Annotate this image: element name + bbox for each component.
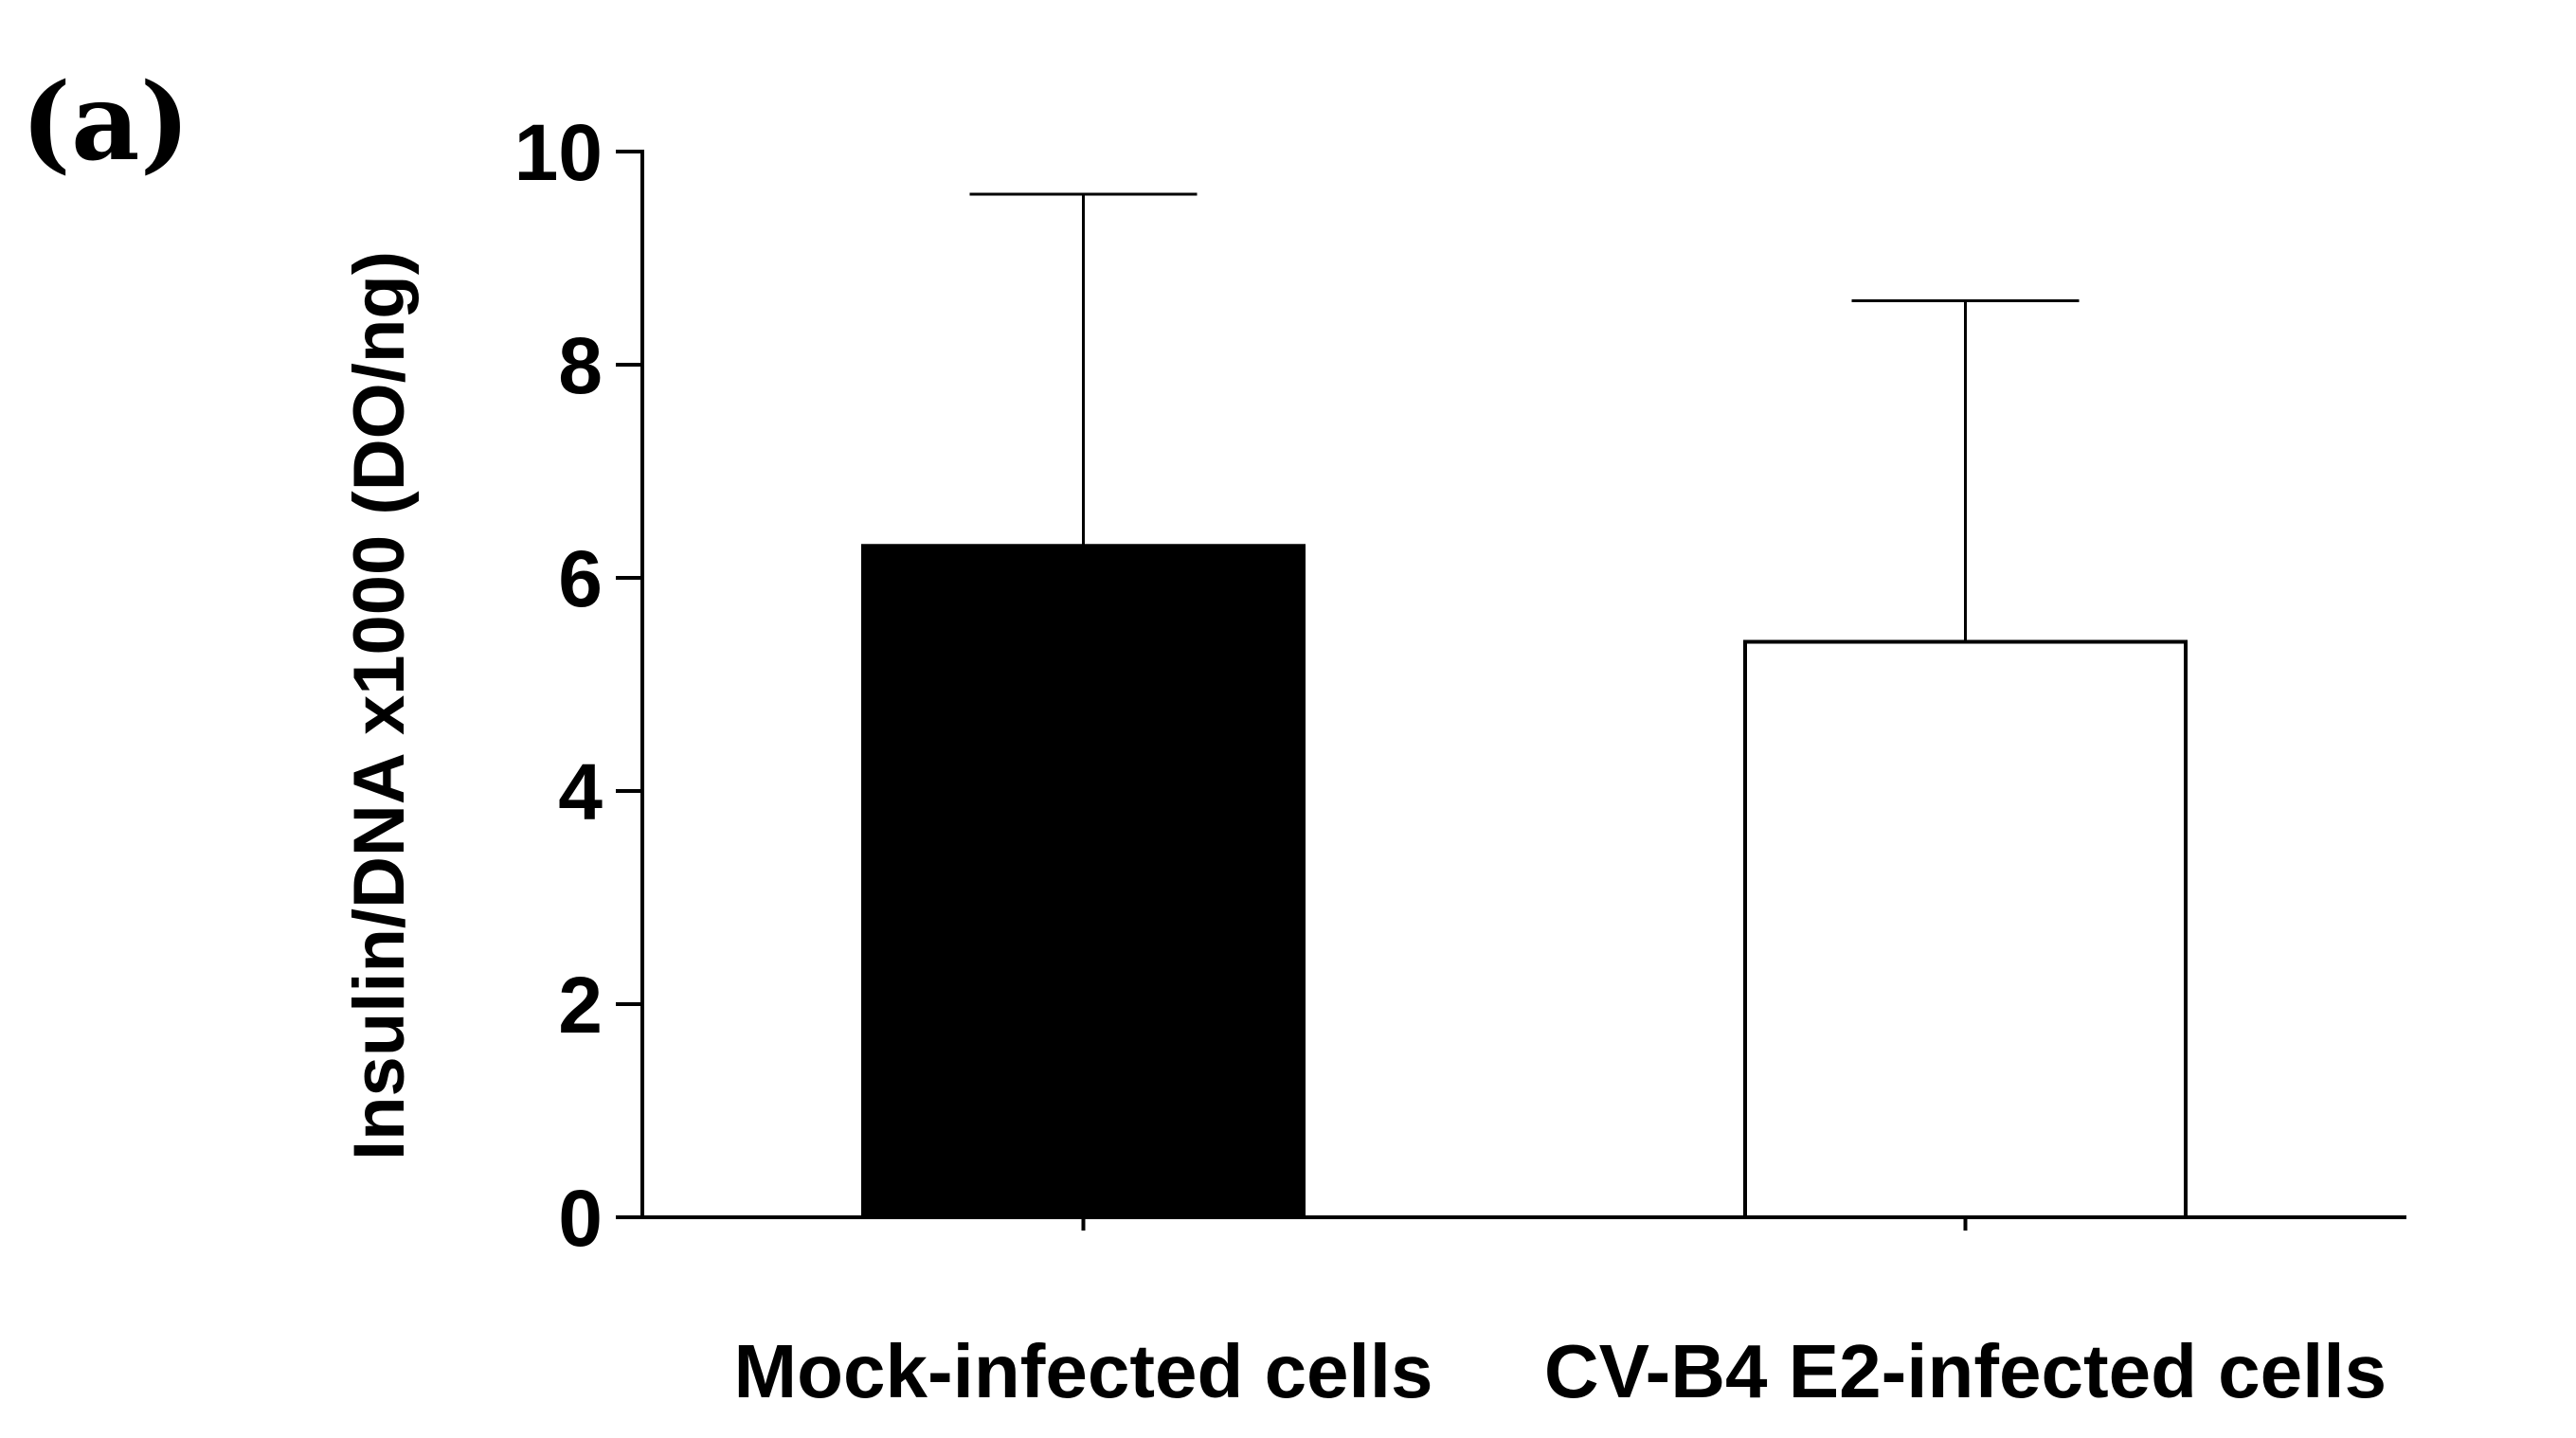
y-axis-title: Insulin/DNA x1000 (DO/ng) [339,251,420,1160]
x-tick-label: CV-B4 E2-infected cells [1544,1329,2387,1413]
y-tick-label: 4 [558,747,603,836]
y-tick-label: 0 [558,1174,603,1263]
x-ticks [1081,1217,1968,1231]
bar [861,544,1306,1219]
bars [861,544,2188,1219]
bar [1743,639,2188,1219]
x-tick-label: Mock-infected cells [733,1329,1432,1413]
y-tick-label: 8 [558,321,603,410]
panel-label: (a) [21,61,190,185]
error-bars [969,192,2080,642]
y-ticks: 0 2 4 6 8 10 [514,108,642,1263]
y-tick-label: 10 [514,108,603,197]
x-tick-labels: Mock-infected cells CV-B4 E2-infected cel… [733,1329,2387,1413]
y-tick-label: 2 [558,961,603,1050]
y-tick-label: 6 [558,534,603,623]
